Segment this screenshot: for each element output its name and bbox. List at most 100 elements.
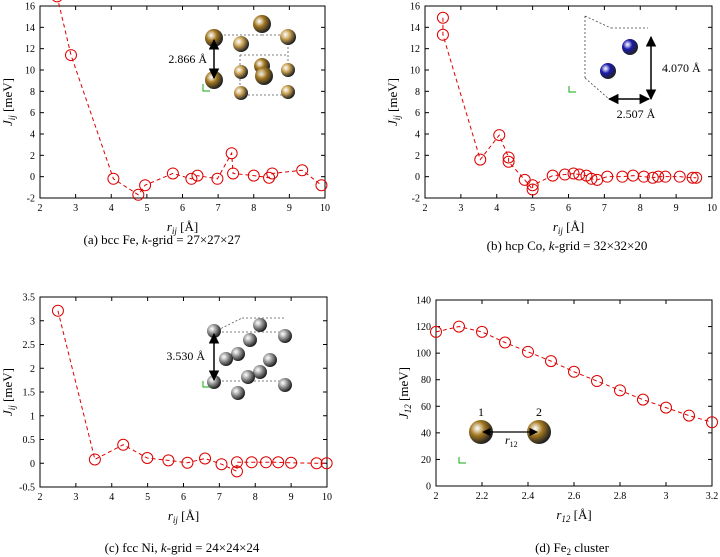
data-point [185, 172, 198, 185]
x-tick-label: 2 [423, 203, 428, 214]
x-tick-label: 3.2 [706, 491, 719, 502]
y-tick-label: 10 [410, 66, 420, 77]
x-tick-label: 8 [638, 203, 643, 214]
atom-sphere [231, 347, 245, 361]
cell-edge [584, 77, 610, 100]
y-tick-label: 2 [415, 151, 420, 162]
y-tick-label: 6 [30, 108, 35, 119]
data-point [646, 171, 659, 184]
x-tick-label: 5 [144, 203, 149, 214]
distance-label: r12 [505, 433, 518, 449]
data-point [230, 456, 243, 469]
y-tick-label: 0 [30, 172, 35, 183]
y-tick-label: 1 [30, 411, 35, 422]
atom-sphere [281, 85, 295, 99]
plot-frame [424, 5, 713, 199]
data-point [706, 416, 718, 429]
y-tick-label: 4 [415, 130, 420, 141]
data-point [690, 171, 703, 184]
data-point [660, 401, 672, 414]
x-tick-label: 2 [38, 492, 43, 503]
x-tick-label: 3 [73, 492, 78, 503]
data-point [493, 129, 506, 142]
data-point [526, 183, 539, 196]
y-tick-label: 0.5 [23, 435, 36, 446]
data-point [162, 454, 175, 467]
x-tick-label: 10 [322, 492, 332, 503]
crystal-inset-fcc-ni: 3.530 Å [166, 317, 292, 400]
data-point [637, 393, 649, 406]
atom-sphere [253, 15, 271, 33]
y-tick-label: 20 [421, 455, 431, 466]
x-axis-label: rij [Å] [167, 219, 198, 236]
lattice-constant-label: 3.530 Å [166, 349, 205, 363]
x-tick-label: 5 [145, 492, 150, 503]
atom-sphere [622, 39, 638, 55]
y-tick-label: 1.5 [23, 388, 36, 399]
data-point [652, 170, 665, 183]
atom-sphere [278, 378, 292, 392]
y-axis-label: Jij [meV] [0, 78, 17, 126]
x-tick-label: 8 [251, 203, 256, 214]
data-point [166, 167, 179, 180]
y-tick-label: 8 [30, 87, 35, 98]
atom-sphere [241, 370, 255, 384]
y-tick-label: 4 [30, 130, 35, 141]
y-axis-label: Jij [meV] [0, 368, 17, 416]
data-point [591, 375, 603, 388]
axis-triad [568, 86, 576, 93]
data-point [601, 170, 614, 183]
data-point [107, 172, 120, 185]
x-tick-label: 8 [253, 492, 258, 503]
atom-sphere [278, 329, 292, 343]
y-axis-label: J12 [meV] [396, 367, 413, 419]
atom-sphere [219, 352, 233, 366]
y-tick-label: 12 [25, 44, 35, 55]
x-tick-label: 9 [287, 203, 292, 214]
lattice-constant-label: 2.866 Å [168, 52, 207, 66]
x-tick-label: 3 [458, 203, 463, 214]
data-point [502, 151, 515, 164]
y-tick-label: 14 [410, 23, 420, 34]
x-tick-label: 2.4 [522, 491, 535, 502]
x-tick-label: 5 [530, 203, 535, 214]
y-tick-label: 120 [416, 322, 431, 333]
axis-triad [202, 381, 210, 388]
data-point [132, 188, 145, 201]
a-lattice-label: 2.507 Å [617, 107, 656, 121]
data-point [191, 169, 204, 182]
c-lattice-label: 4.070 Å [662, 61, 701, 75]
data-point [296, 164, 309, 177]
x-tick-label: 6 [180, 203, 185, 214]
x-tick-label: 3 [664, 491, 669, 502]
data-point [320, 457, 333, 470]
data-point [659, 170, 672, 183]
panel-caption: (a) bcc Fe, k-grid = 27×27×27 [83, 232, 241, 247]
data-point [139, 179, 152, 192]
panel-caption: (d) Fe2 cluster [535, 540, 609, 557]
x-tick-label: 3 [73, 203, 78, 214]
atom-sphere [281, 63, 295, 77]
y-tick-label: 16 [25, 2, 35, 13]
data-point [430, 325, 442, 338]
data-point [499, 336, 511, 349]
chart-panel-b: 2 3 4 5 6 7 8 9 10 -2 0 2 4 6 8 10 12 14 16 rij [Å] Jij [meV… [385, 2, 717, 254]
atom-sphere [280, 29, 296, 45]
data-point [526, 179, 539, 192]
y-tick-label: 0 [30, 459, 35, 470]
data-point [585, 172, 598, 185]
y-tick-label: 14 [25, 23, 35, 34]
series-line [57, 310, 327, 473]
data-point [227, 167, 240, 180]
plot-frame [435, 299, 713, 487]
data-point [476, 325, 488, 338]
panel-caption: (b) hcp Co, k-grid = 32×32×20 [487, 238, 648, 253]
y-tick-label: -0.5 [19, 483, 35, 494]
axis-triad [202, 84, 210, 92]
data-point [546, 169, 559, 182]
atom-label-1: 1 [478, 405, 484, 419]
cell-edge [584, 15, 612, 29]
chart-panel-c: 2 3 4 5 6 7 8 9 10 -0.5 0 0.5 1 1.5 2 2.5 3 3.5 rij [Å] Jij… [0, 293, 333, 555]
x-tick-label: 7 [217, 492, 222, 503]
data-point [567, 167, 580, 180]
